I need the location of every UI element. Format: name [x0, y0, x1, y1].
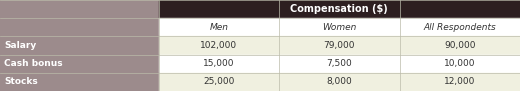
- Bar: [159, 0, 520, 18]
- Text: 8,000: 8,000: [327, 77, 352, 86]
- Bar: [0, 18, 159, 36]
- Bar: [159, 55, 520, 73]
- Text: 79,000: 79,000: [323, 41, 355, 50]
- Text: Women: Women: [322, 23, 357, 32]
- Text: All Respondents: All Respondents: [423, 23, 496, 32]
- Bar: [159, 36, 520, 55]
- Text: 12,000: 12,000: [444, 77, 475, 86]
- Text: 25,000: 25,000: [203, 77, 235, 86]
- Bar: [0, 0, 159, 18]
- Bar: [0, 55, 159, 73]
- Text: Compensation ($): Compensation ($): [291, 4, 388, 14]
- Text: Salary: Salary: [4, 41, 36, 50]
- Bar: [0, 36, 159, 55]
- Text: 90,000: 90,000: [444, 41, 475, 50]
- Text: Men: Men: [210, 23, 228, 32]
- Bar: [159, 18, 520, 36]
- Text: 7,500: 7,500: [327, 59, 352, 68]
- Text: 102,000: 102,000: [200, 41, 238, 50]
- Text: Cash bonus: Cash bonus: [4, 59, 63, 68]
- Text: 15,000: 15,000: [203, 59, 235, 68]
- Bar: [159, 73, 520, 91]
- Text: 10,000: 10,000: [444, 59, 475, 68]
- Text: Stocks: Stocks: [4, 77, 38, 86]
- Bar: [0, 73, 159, 91]
